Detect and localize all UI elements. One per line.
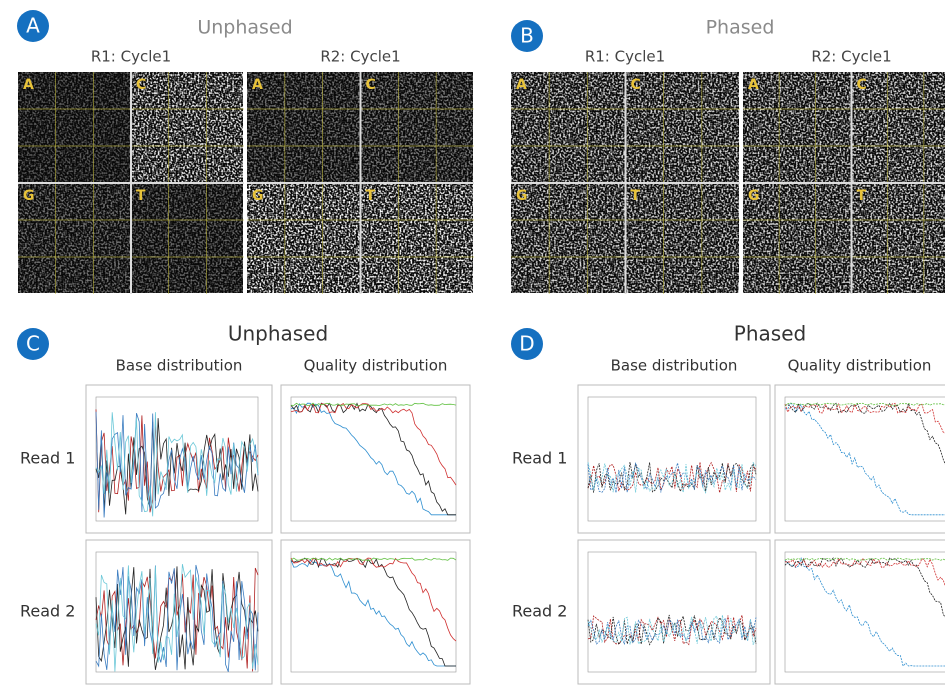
base-label: G (748, 188, 760, 204)
panel-label: A (26, 14, 40, 38)
plot-frame (577, 384, 771, 534)
panel-title: Phased (734, 322, 806, 346)
plot-frame (774, 539, 945, 685)
image-caption: R2: Cycle1 (320, 48, 400, 66)
image-caption: R1: Cycle1 (91, 48, 171, 66)
speckle (625, 183, 739, 293)
plot-line (95, 564, 259, 672)
base-label: T (366, 188, 376, 204)
speckle (18, 183, 130, 293)
plot-line (785, 557, 945, 587)
speckle (511, 72, 625, 182)
plot-line (290, 402, 457, 486)
column-header: Base distribution (116, 357, 243, 375)
panel-title: Unphased (197, 17, 292, 39)
speckle (743, 183, 851, 293)
plot-line (290, 557, 457, 561)
plot-frame (577, 539, 771, 685)
plot-line (784, 557, 945, 667)
speckle (131, 72, 243, 182)
column-header: Base distribution (611, 357, 738, 375)
base-label: C (136, 77, 146, 93)
panel-title: Unphased (228, 322, 328, 346)
panel-badge (511, 328, 543, 360)
plot-line (95, 411, 259, 518)
row-header: Read 1 (20, 449, 75, 468)
panel-badge (17, 328, 49, 360)
speckle (743, 72, 851, 182)
speckle (18, 72, 130, 182)
plot-line (95, 412, 259, 517)
plot-line (95, 564, 259, 672)
speckle (625, 72, 739, 182)
column-header: Quality distribution (304, 357, 448, 375)
row-header: Read 1 (512, 449, 567, 468)
speckle (360, 183, 473, 293)
base-label: T (631, 188, 641, 204)
plot-line (290, 402, 457, 407)
column-header: Quality distribution (788, 357, 932, 375)
base-label: G (23, 188, 35, 204)
base-label: C (857, 77, 867, 93)
plot-area (587, 396, 757, 522)
speckle (131, 183, 243, 293)
plot-line (95, 567, 259, 672)
base-label: A (748, 77, 759, 93)
plot-line (587, 461, 757, 494)
base-label: A (252, 77, 263, 93)
plot-area (95, 396, 259, 522)
base-label: T (136, 188, 146, 204)
plot-line (784, 402, 945, 465)
plot-area (587, 551, 757, 673)
plot-line (587, 615, 757, 646)
image-caption: R2: Cycle1 (811, 48, 891, 66)
plot-frame (85, 539, 273, 685)
panel-badge (511, 20, 543, 52)
plot-line (587, 614, 757, 646)
plot-line (587, 462, 757, 493)
plot-area (95, 551, 259, 673)
speckle (511, 183, 625, 293)
panel-label: B (520, 24, 534, 48)
base-label: A (23, 77, 34, 93)
row-header: Read 2 (512, 602, 567, 621)
plot-line (290, 557, 457, 642)
speckle (851, 183, 945, 293)
plot-line (290, 402, 456, 516)
base-label: C (631, 77, 641, 93)
base-label: T (857, 188, 867, 204)
plot-line (784, 402, 945, 516)
panel-badge (17, 10, 49, 42)
plot-line (784, 557, 945, 618)
base-label: G (516, 188, 528, 204)
speckle (851, 72, 945, 182)
plot-line (784, 402, 945, 406)
base-label: G (252, 188, 264, 204)
speckle (247, 72, 360, 182)
plot-frame (774, 384, 945, 534)
plot-line (587, 462, 757, 493)
panel-label: D (519, 332, 534, 356)
plot-area (784, 551, 945, 673)
plot-area (290, 396, 457, 522)
panel-title: Phased (706, 17, 775, 39)
plot-area (290, 551, 457, 673)
speckle (247, 183, 360, 293)
speckle (360, 72, 473, 182)
image-caption: R1: Cycle1 (585, 48, 665, 66)
plot-area (784, 396, 945, 522)
panel-label: C (26, 332, 40, 356)
plot-line (784, 557, 945, 561)
base-label: C (366, 77, 376, 93)
base-label: A (516, 77, 527, 93)
row-header: Read 2 (20, 602, 75, 621)
